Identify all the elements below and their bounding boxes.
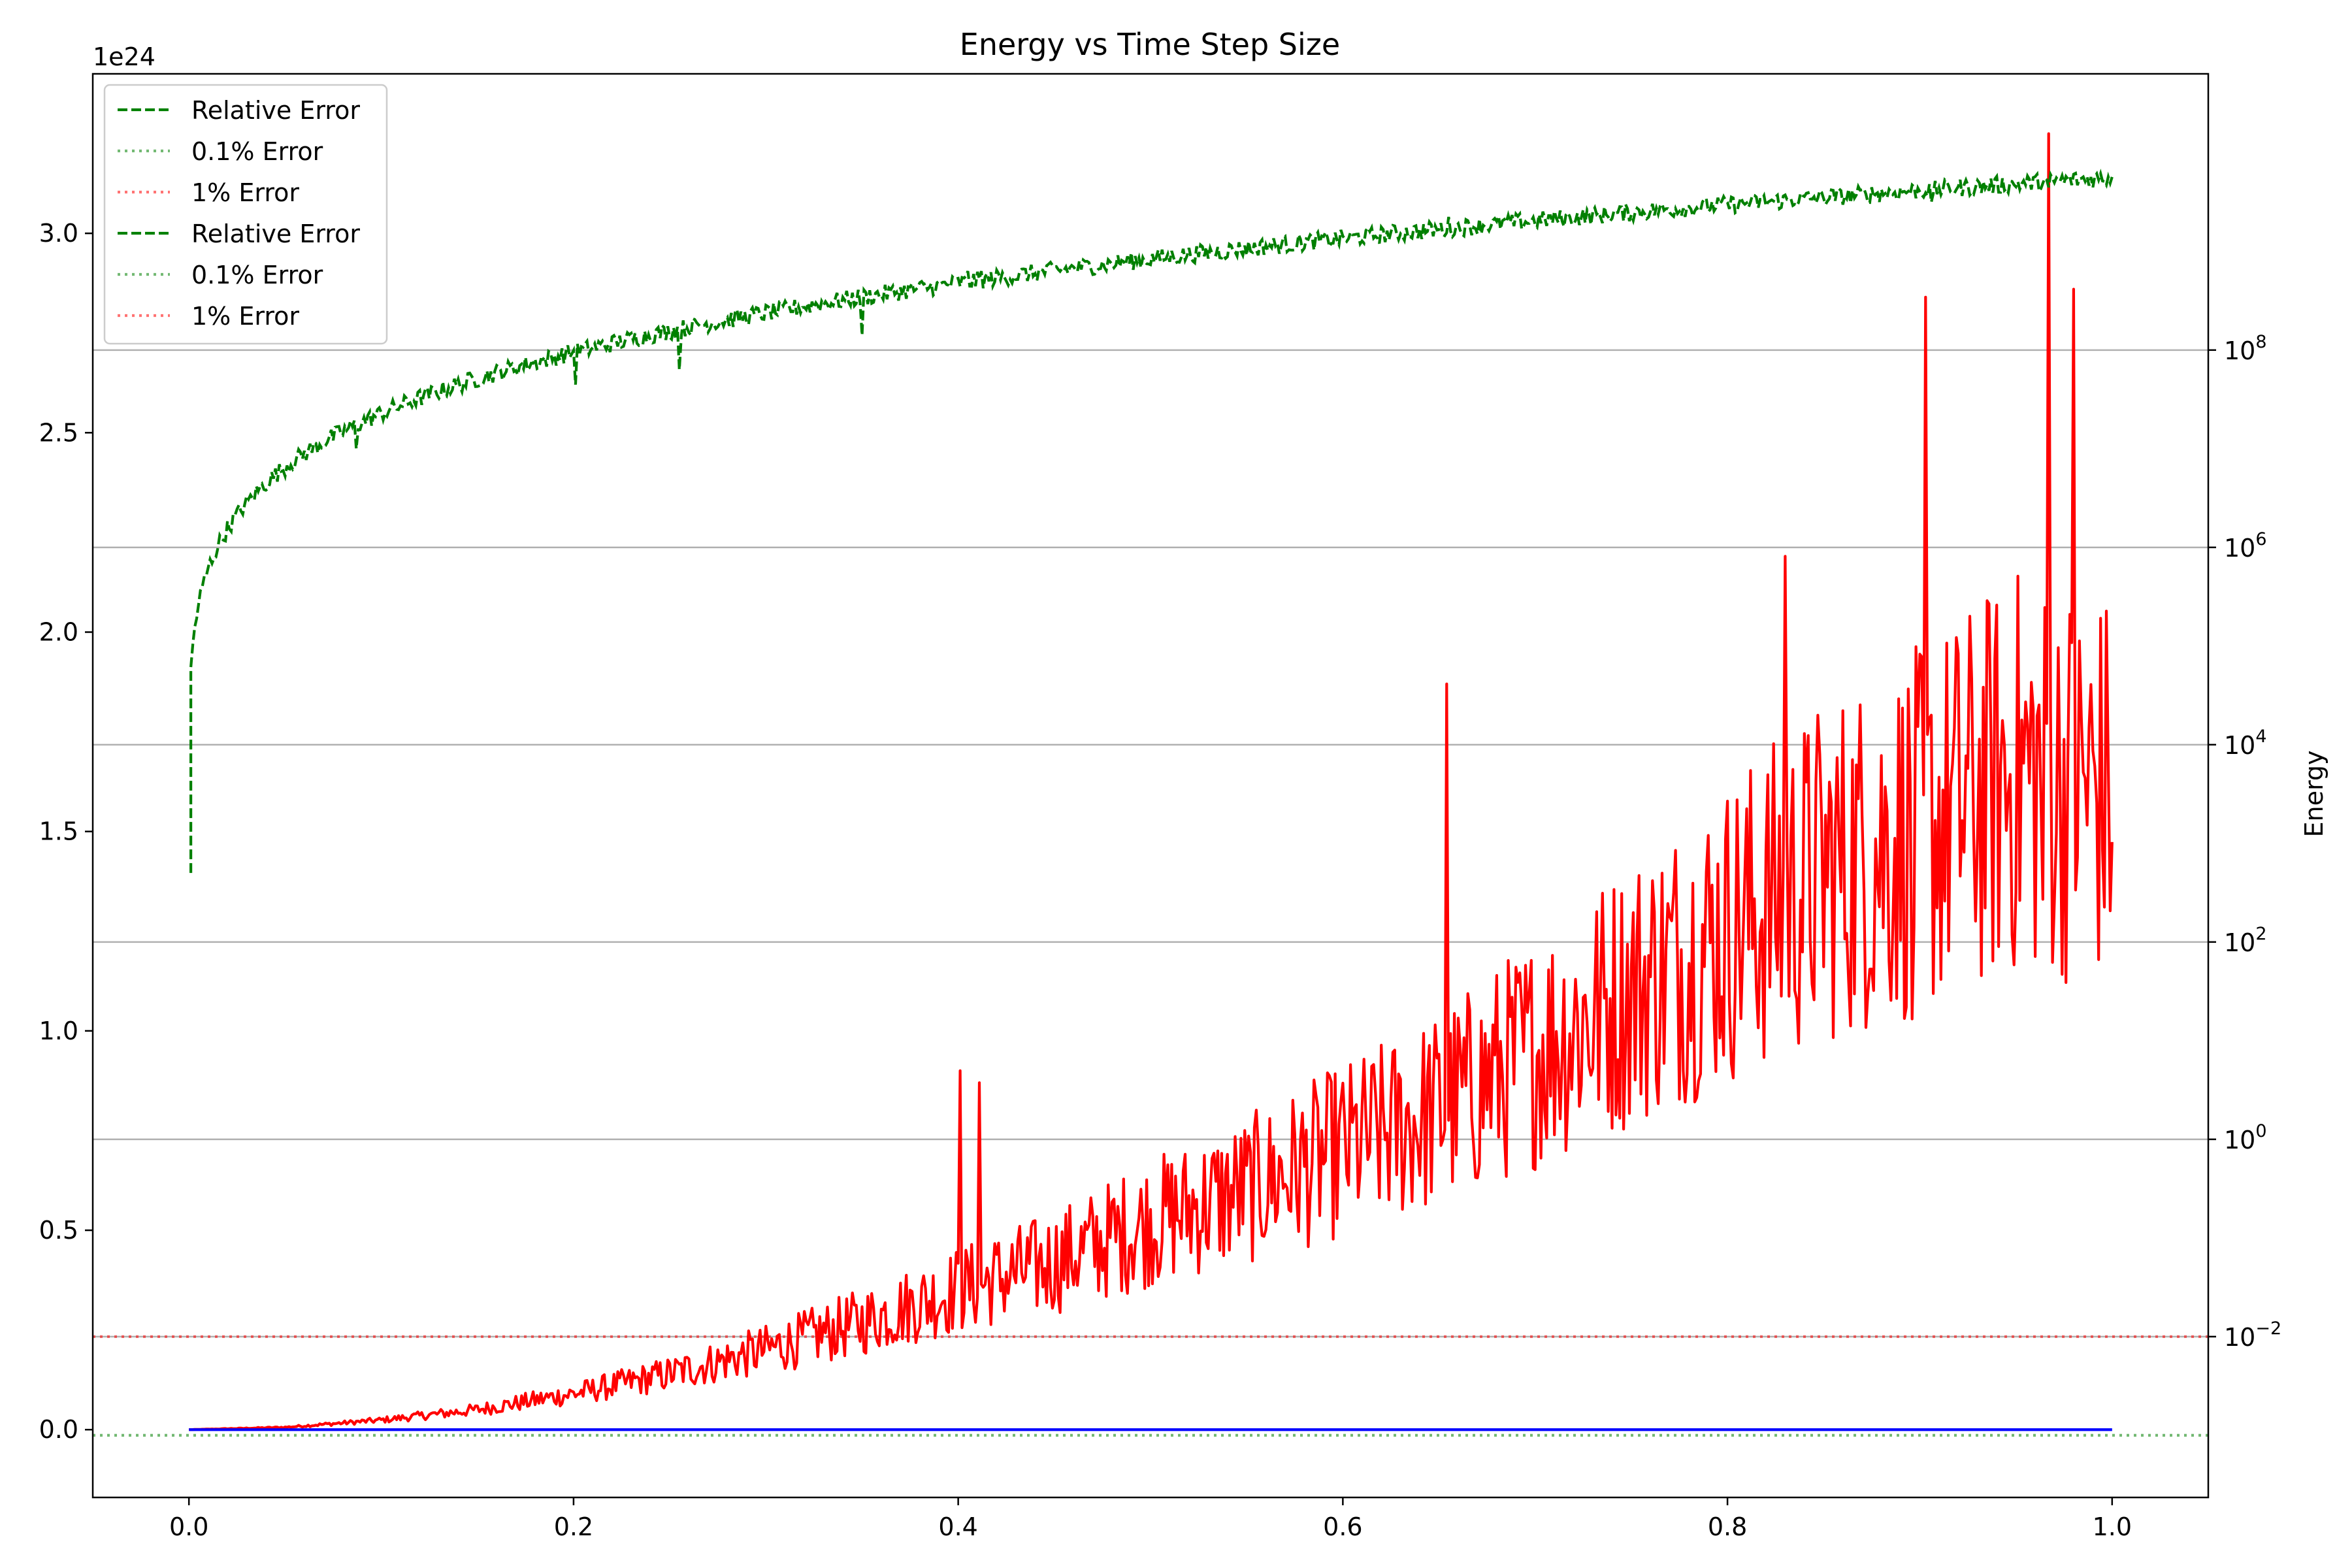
y-left-tick-label: 2.0 <box>39 618 78 647</box>
x-tick-label: 0.8 <box>1708 1512 1747 1541</box>
x-tick-label: 1.0 <box>2093 1512 2132 1541</box>
x-tick-label: 0.2 <box>554 1512 593 1541</box>
legend-label: 0.1% Error <box>191 137 323 166</box>
y-right-tick-label: 10−2 <box>2224 1318 2281 1352</box>
legend-label: Relative Error <box>191 220 360 248</box>
axes-frame <box>91 73 2210 1499</box>
legend: Relative Error 0.1% Error 1% Error Relative… <box>103 84 388 345</box>
right-axis-label: Energy <box>2300 750 2328 837</box>
legend-label: 0.1% Error <box>191 261 323 289</box>
series-line-red <box>189 132 2114 1431</box>
legend-label: 1% Error <box>191 178 299 207</box>
y-left-tick-label: 2.5 <box>39 418 78 447</box>
left-axis-offset-label: 1e24 <box>93 42 155 71</box>
legend-label: 1% Error <box>191 302 299 331</box>
y-left-tick-label: 1.5 <box>39 817 78 846</box>
y-right-tick-label: 108 <box>2224 332 2267 365</box>
y-left-tick-label: 3.0 <box>39 219 78 248</box>
chart-title: Energy vs Time Step Size <box>960 27 1340 62</box>
y-left-tick-label: 0.0 <box>39 1415 78 1444</box>
y-right-tick-label: 104 <box>2224 727 2267 760</box>
legend-label: Relative Error <box>191 96 360 125</box>
plot-area <box>93 132 2208 1437</box>
y-right-tick-label: 100 <box>2224 1121 2267 1154</box>
y-right-tick-label: 102 <box>2224 924 2267 957</box>
x-tick-label: 0.0 <box>169 1512 208 1541</box>
x-tick-label: 0.4 <box>938 1512 977 1541</box>
y-left-tick-label: 1.0 <box>39 1017 78 1045</box>
series-line-green-dashed <box>189 169 2114 874</box>
x-tick-label: 0.6 <box>1323 1512 1362 1541</box>
y-left-tick-label: 0.5 <box>39 1216 78 1245</box>
legend-box <box>103 84 388 345</box>
y-right-tick-label: 106 <box>2224 529 2267 563</box>
ticks: 0.0 0.2 0.4 0.6 0.8 1.0 0.0 0.5 1.0 1.5 2.0 2.5 3.0 1… <box>39 219 2282 1541</box>
axes <box>91 73 2210 1499</box>
